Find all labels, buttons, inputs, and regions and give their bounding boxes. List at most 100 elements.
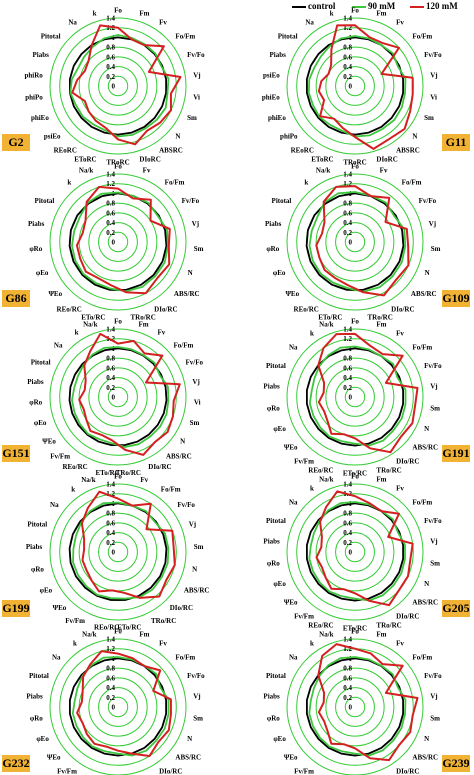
radial-tick-label: 0.2	[106, 73, 115, 81]
axis-label: Pitotal	[27, 521, 47, 529]
radial-tick-label: 1.4	[343, 481, 352, 489]
radial-tick-label: 0.8	[343, 44, 352, 52]
axis-label: φEo	[36, 735, 49, 743]
grid-ring	[107, 231, 129, 253]
axis-label: DIo/RC	[170, 604, 193, 612]
axis-label: ΨEo	[53, 604, 67, 612]
axis-label: φRo	[266, 245, 279, 253]
radial-tick-label: 1.2	[106, 24, 115, 32]
grid-ring	[296, 493, 414, 611]
radial-tick-label: 0.6	[106, 364, 115, 372]
axis-label: Sm	[431, 245, 441, 253]
axis-label: Na/k	[319, 321, 334, 329]
radial-tick-label: 1.4	[343, 326, 352, 334]
radial-tick-label: 0.4	[106, 529, 115, 537]
grid-ring	[286, 173, 424, 311]
axis-label: Fo	[351, 318, 359, 326]
axis-label: Fv/Fm	[294, 612, 314, 620]
grid-ring	[98, 377, 138, 417]
radar-panel-g2: 0 0.2 0.4 0.6 0.8 1 1.2 1.4 Fo Fm Fv Fo/Fm Fv/Fo Vj Vi…	[0, 0, 237, 167]
axis-label: Fv	[396, 19, 404, 27]
grid-ring	[107, 696, 129, 718]
axis-label: Fv/Fo	[424, 672, 442, 680]
grid-ring	[325, 56, 385, 116]
series-line-90-mm	[71, 191, 169, 293]
axis-label: Fv	[143, 167, 151, 175]
axis-label: ABS/RC	[411, 290, 437, 298]
grid-ring	[286, 638, 424, 775]
axis-label: Piabs	[26, 693, 43, 701]
axis-label: ΨEo	[42, 437, 56, 445]
axis-label: ETo/RC	[81, 313, 105, 321]
axis-label: Vi	[194, 399, 201, 407]
grid-ring	[344, 386, 366, 408]
radar-panel-g191: 0 0.2 0.4 0.6 0.8 1 1.2 1.4 Fo Fm Fv Fo/Fm Fv/Fo Vj Sm…	[237, 311, 474, 478]
radial-tick-label: 0.4	[343, 529, 352, 537]
axis-label: Fm	[376, 321, 386, 329]
radial-tick-label: 0.6	[343, 209, 352, 217]
axis-label: phiRo	[24, 72, 43, 80]
radial-tick-label: 0	[112, 394, 116, 402]
axis-label: DIo/RC	[396, 457, 419, 465]
radial-tick-label: 0	[112, 239, 116, 247]
axis-label: N	[187, 735, 192, 743]
radial-tick-label: 0.8	[106, 200, 115, 208]
radial-tick-label: 1.2	[343, 180, 352, 188]
axis-label: Vj	[430, 538, 437, 546]
axis-label: ΨEo	[284, 598, 298, 606]
axis-label: DIo/RC	[154, 305, 177, 313]
axis-label: ETo/RC	[96, 469, 120, 477]
grid-ring	[315, 357, 395, 437]
series-line-control	[306, 36, 405, 136]
axis-label: Vj	[193, 693, 200, 701]
axis-label: Fv/Fo	[424, 51, 442, 59]
axis-label: ABS/RC	[412, 443, 438, 451]
axis-label: Fm	[139, 10, 149, 18]
axis-label: ETo/RC	[117, 624, 141, 632]
radial-tick-label: 0	[349, 549, 353, 557]
axis-label: φEo	[273, 269, 286, 277]
radar-panel-g205: 0 0.2 0.4 0.6 0.8 1 1.2 1.4 Fo Fm Fv Fo/Fm Fv/Fo Vj Sm…	[237, 466, 474, 633]
axis-label: N	[424, 580, 429, 588]
axis-label: phiPo	[280, 132, 298, 140]
axis-label: Piabs	[270, 51, 287, 59]
grid-ring	[296, 183, 414, 301]
radial-tick-label: 1.4	[343, 636, 352, 644]
axis-label: Na/k	[81, 476, 96, 484]
panel-label: G86	[2, 290, 30, 307]
axis-label: Fv/Fo	[177, 501, 195, 509]
radial-tick-label: 1.4	[343, 15, 352, 23]
legend: control 90 mM 120 mM	[292, 1, 472, 13]
radial-tick-label: 0.6	[106, 674, 115, 682]
radial-tick-label: 0.4	[106, 374, 115, 382]
axis-label: Vj	[430, 693, 437, 701]
axis-label: Vj	[192, 378, 199, 386]
axis-label: k	[310, 640, 314, 648]
grid-ring	[49, 638, 187, 775]
axis-label: Fv	[396, 640, 404, 648]
axis-label: Na	[289, 499, 298, 507]
axis-label: φRo	[267, 714, 280, 722]
axis-label: Piabs	[33, 51, 50, 59]
grid-ring	[296, 338, 414, 456]
grid-ring	[344, 75, 366, 97]
radial-tick-label: 1.4	[106, 15, 115, 23]
grid-ring	[78, 667, 158, 747]
radial-tick-label: 0.2	[343, 539, 352, 547]
axis-label: Fv/Fo	[187, 51, 205, 59]
series-line-120-mm	[71, 24, 182, 146]
series-line-120-mm	[315, 185, 410, 297]
axis-label: Pitotal	[266, 517, 286, 525]
axis-label: Fv/Fo	[187, 672, 205, 680]
axis-label: k	[310, 330, 314, 338]
axis-label: φRo	[267, 559, 280, 567]
radar-chart: 00.20.40.60.811.21.4F0 FmFvFo/FmFv/FoVjSm…	[26, 628, 205, 775]
axis-label: Sm	[430, 559, 440, 567]
axis-label: Piabs	[263, 693, 280, 701]
axis-label: N	[180, 437, 185, 445]
axis-label: TRo/RC	[131, 313, 156, 321]
axis-label: TRo/RC	[116, 469, 141, 477]
radial-tick-label: 0.2	[106, 539, 115, 547]
grid-ring	[286, 17, 424, 155]
